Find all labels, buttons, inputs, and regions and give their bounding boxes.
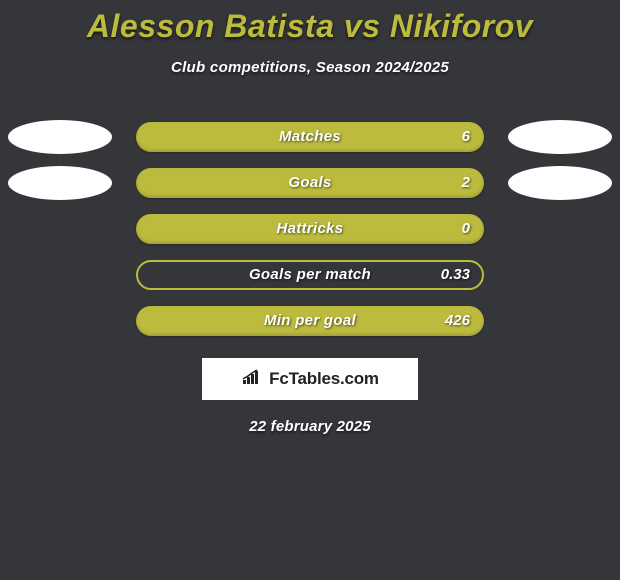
stat-value: 6 <box>462 128 470 145</box>
chart-icon <box>241 368 263 391</box>
stat-value: 2 <box>462 174 470 191</box>
stat-label: Hattricks <box>136 220 484 237</box>
right-pill <box>508 120 612 154</box>
logo-box: FcTables.com <box>202 358 418 400</box>
stat-value: 0.33 <box>441 266 470 283</box>
subtitle: Club competitions, Season 2024/2025 <box>0 59 620 76</box>
page-title: Alesson Batista vs Nikiforov <box>0 8 620 45</box>
stat-label: Min per goal <box>136 312 484 329</box>
stats-list: Matches6Goals2Hattricks0Goals per match0… <box>0 118 620 348</box>
stat-row: Hattricks0 <box>0 210 620 256</box>
left-pill <box>8 120 112 154</box>
stat-label: Matches <box>136 128 484 145</box>
stat-row: Goals2 <box>0 164 620 210</box>
stat-row: Min per goal426 <box>0 302 620 348</box>
stat-label: Goals per match <box>136 266 484 283</box>
stat-value: 0 <box>462 220 470 237</box>
stat-value: 426 <box>445 312 470 329</box>
stat-row: Matches6 <box>0 118 620 164</box>
right-pill <box>508 166 612 200</box>
stats-card: Alesson Batista vs Nikiforov Club compet… <box>0 0 620 435</box>
stat-row: Goals per match0.33 <box>0 256 620 302</box>
date-label: 22 february 2025 <box>0 418 620 435</box>
logo-text: FcTables.com <box>269 369 379 389</box>
left-pill <box>8 166 112 200</box>
stat-label: Goals <box>136 174 484 191</box>
